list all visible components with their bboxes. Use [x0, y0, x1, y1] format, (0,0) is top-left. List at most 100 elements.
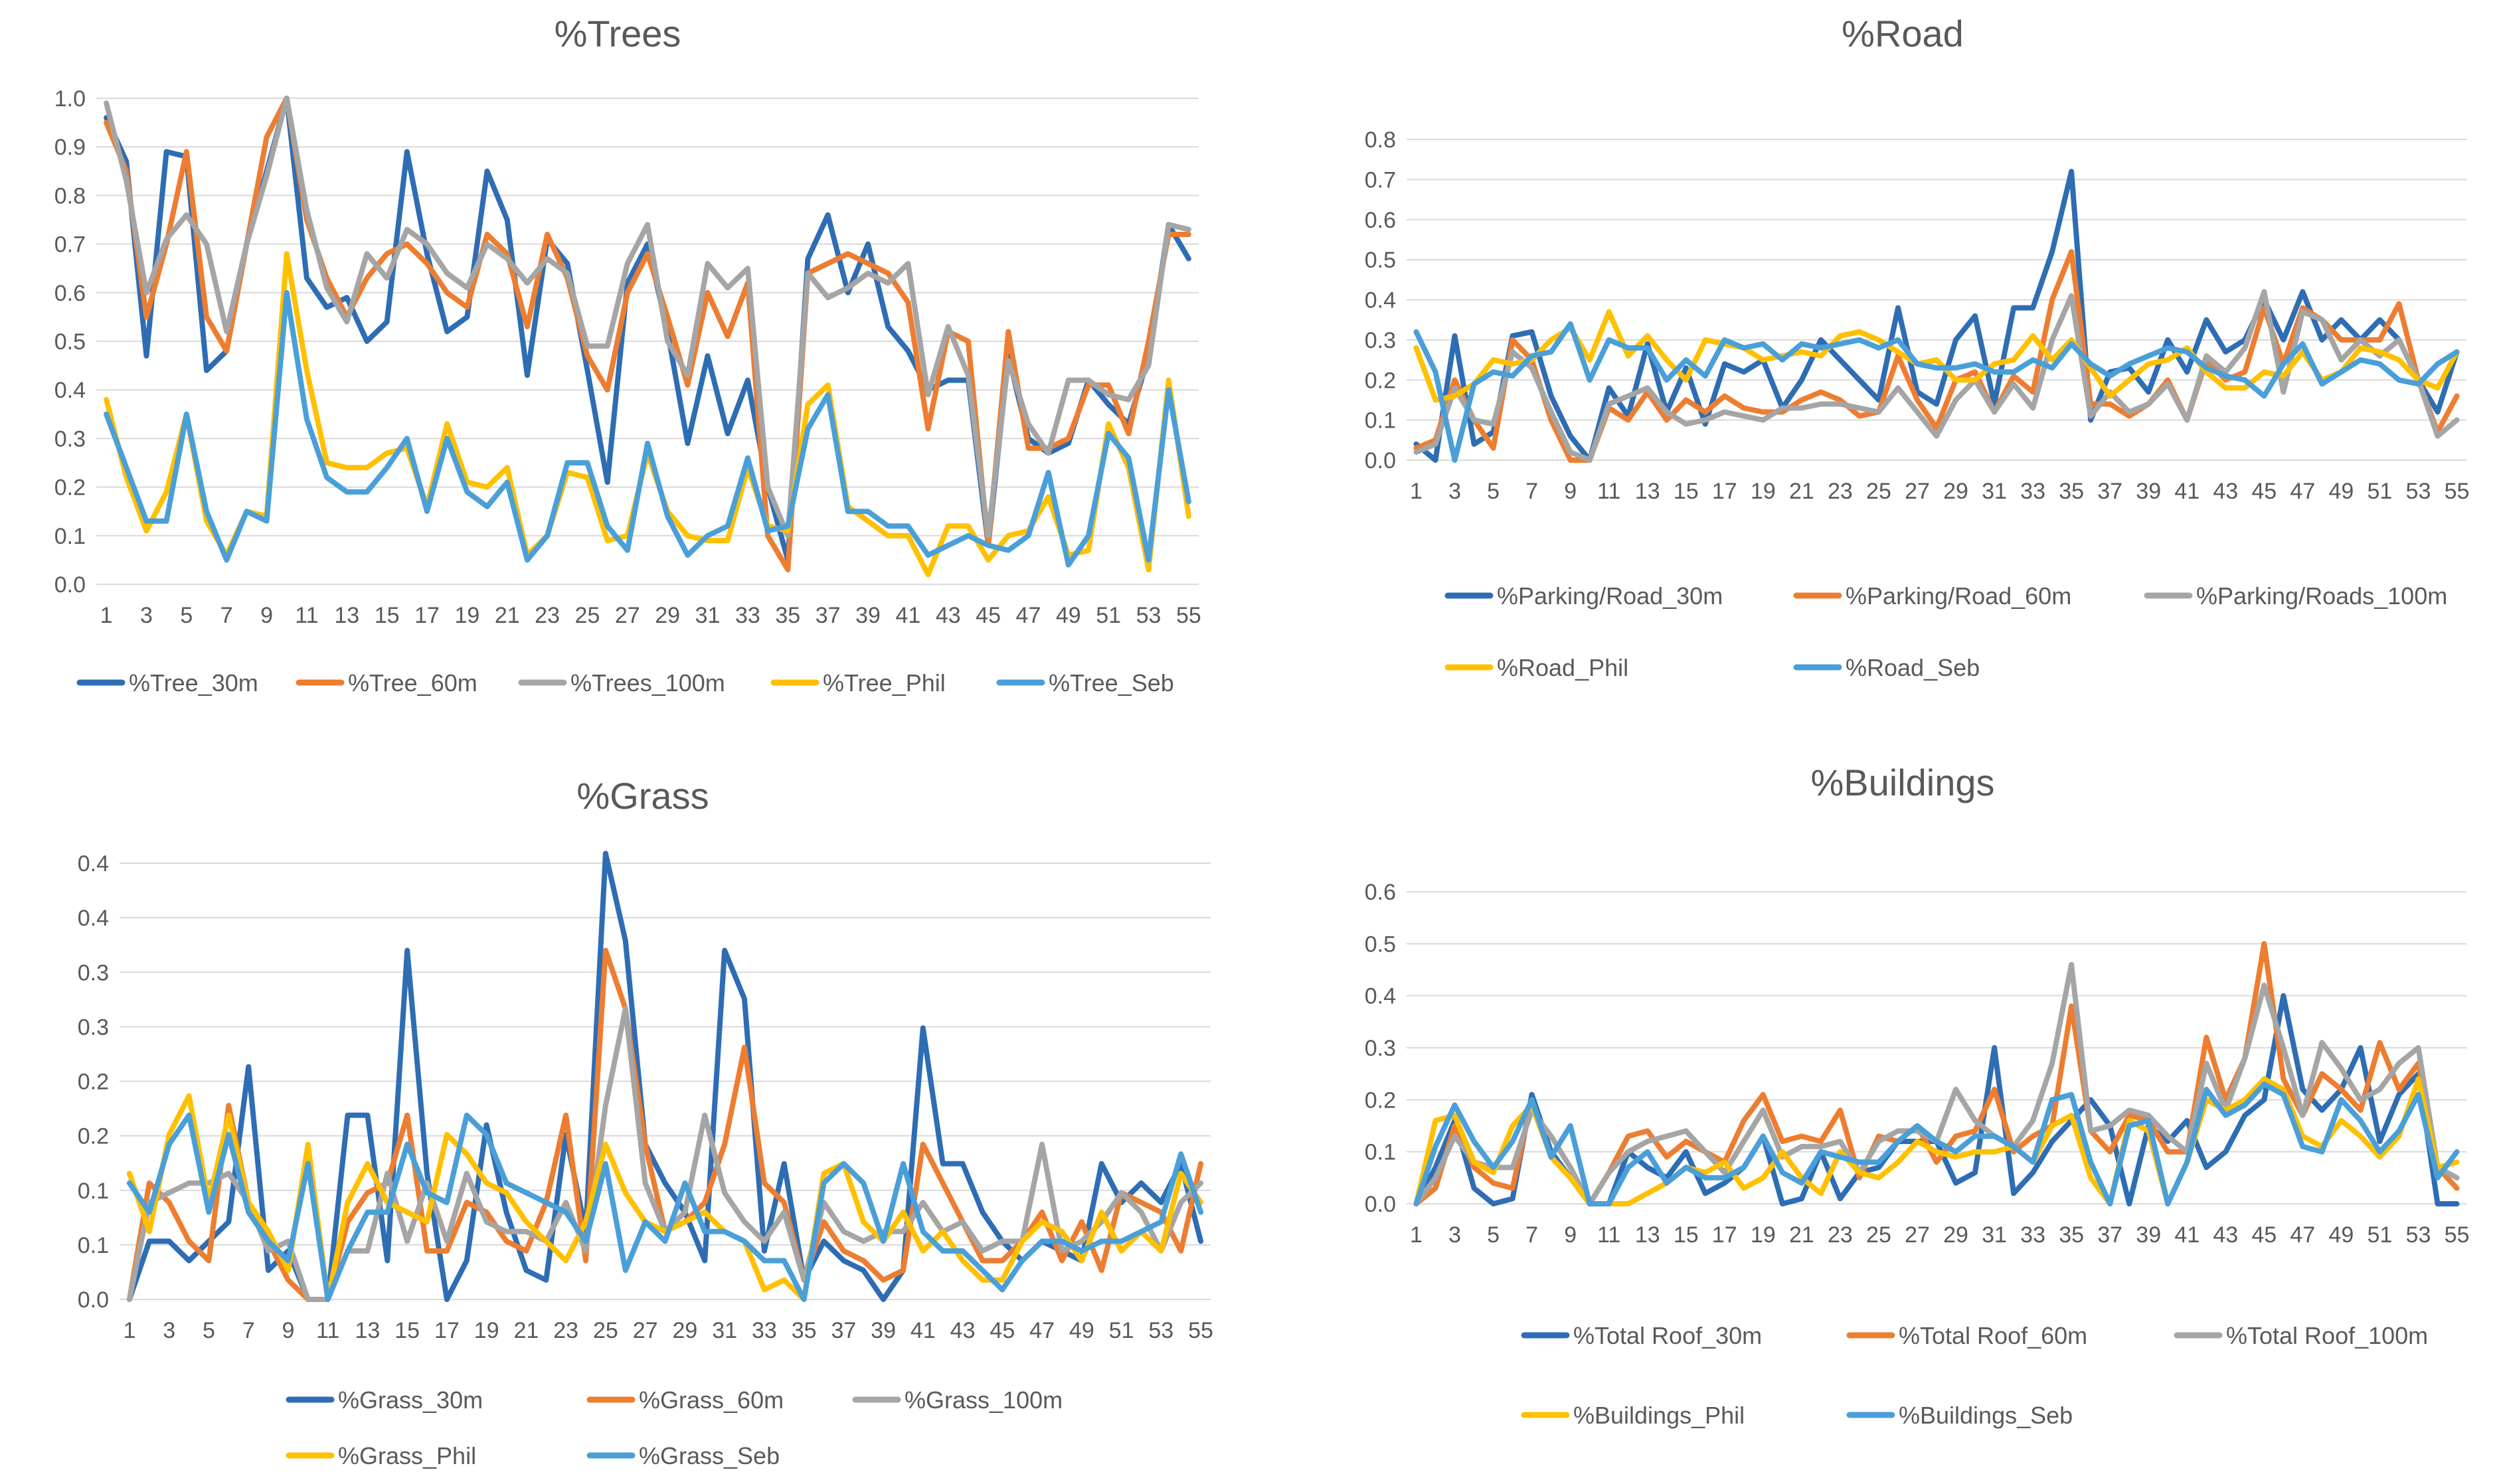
y-tick-label: 0.4 — [1365, 984, 1396, 1009]
x-tick-label: 43 — [936, 603, 961, 628]
x-tick-label: 9 — [1564, 479, 1577, 504]
x-tick-label: 45 — [2251, 479, 2277, 504]
x-tick-label: 9 — [282, 1318, 294, 1343]
y-tick-label: 0.5 — [54, 329, 86, 355]
x-tick-label: 3 — [1448, 479, 1461, 504]
series-line-%Road_Phil — [1413, 309, 2460, 403]
y-tick-label: 0.3 — [78, 960, 109, 985]
y-tick-label: 0.3 — [78, 1015, 109, 1040]
legend-label: %Parking/Roads_100m — [2196, 582, 2447, 610]
x-tick-label: 23 — [553, 1318, 578, 1343]
series-line-%Trees_100m — [104, 96, 1191, 538]
x-tick-label: 1 — [1410, 479, 1423, 504]
y-tick-label: 0.0 — [1365, 448, 1396, 473]
x-tick-label: 39 — [2136, 1222, 2161, 1248]
x-tick-label: 7 — [1525, 479, 1538, 504]
x-tick-label: 33 — [2020, 479, 2045, 504]
x-tick-label: 39 — [855, 603, 881, 628]
x-tick-label: 31 — [695, 603, 721, 628]
x-tick-label: 5 — [1487, 479, 1500, 504]
x-tick-label: 51 — [1096, 603, 1121, 628]
x-tick-label: 53 — [2406, 1222, 2431, 1248]
legend-label: %Buildings_Seb — [1899, 1402, 2073, 1429]
x-tick-label: 47 — [2290, 1222, 2315, 1248]
x-tick-label: 3 — [1448, 1222, 1461, 1248]
x-tick-label: 21 — [1789, 479, 1814, 504]
x-tick-label: 1 — [100, 603, 113, 628]
x-tick-label: 13 — [334, 603, 359, 628]
x-tick-label: 35 — [2059, 1222, 2084, 1248]
y-tick-label: 0.3 — [54, 426, 86, 452]
x-tick-label: 27 — [1905, 479, 1930, 504]
x-tick-label: 17 — [414, 603, 440, 628]
x-tick-label: 13 — [355, 1318, 380, 1343]
x-tick-label: 45 — [976, 603, 1001, 628]
x-tick-label: 25 — [1866, 479, 1891, 504]
x-tick-label: 25 — [593, 1318, 618, 1343]
x-tick-label: 11 — [316, 1318, 339, 1343]
x-tick-label: 19 — [1751, 479, 1776, 504]
x-tick-label: 7 — [242, 1318, 255, 1343]
y-tick-label: 0.7 — [54, 232, 86, 258]
legend-label: %Road_Seb — [1846, 654, 1980, 681]
series-line-%Tree_Seb — [104, 289, 1191, 568]
x-tick-label: 43 — [2213, 479, 2238, 504]
x-tick-label: 29 — [655, 603, 680, 628]
x-tick-label: 49 — [2328, 479, 2354, 504]
legend-label: %Total Roof_100m — [2226, 1322, 2428, 1349]
legend-label: %Grass_60m — [639, 1386, 784, 1414]
x-tick-label: 21 — [513, 1318, 539, 1343]
x-tick-label: 39 — [2136, 479, 2161, 504]
x-tick-label: 15 — [394, 1318, 420, 1343]
chart-panel-0: %Trees 0.0 0.1 0.2 0.3 0.4 0.5 0.6 0.7 0.8 0.9 1.0 1… — [54, 13, 1201, 697]
legend-label: %Grass_Phil — [338, 1442, 476, 1469]
x-tick-label: 9 — [260, 603, 273, 628]
x-tick-label: 55 — [2445, 1222, 2470, 1248]
chart-title: %Grass — [576, 775, 709, 817]
y-tick-label: 0.2 — [1365, 1088, 1396, 1113]
x-tick-label: 23 — [1828, 479, 1853, 504]
y-tick-label: 0.0 — [78, 1287, 109, 1313]
legend-label: %Tree_60m — [348, 669, 477, 697]
legend-label: %Tree_30m — [129, 669, 258, 697]
y-tick-label: 0.7 — [1365, 167, 1396, 193]
legend-label: %Road_Phil — [1497, 654, 1628, 681]
y-tick-label: 0.3 — [1365, 328, 1396, 353]
x-tick-label: 49 — [1056, 603, 1081, 628]
series-line-%Grass_Seb — [126, 1112, 1204, 1302]
x-tick-label: 33 — [2020, 1222, 2045, 1248]
x-tick-label: 35 — [2059, 479, 2084, 504]
x-tick-label: 5 — [1487, 1222, 1500, 1248]
x-tick-label: 3 — [163, 1318, 175, 1343]
x-tick-label: 27 — [1905, 1222, 1930, 1248]
x-tick-label: 27 — [633, 1318, 658, 1343]
x-tick-label: 49 — [2328, 1222, 2354, 1248]
y-tick-label: 0.8 — [1365, 127, 1396, 153]
x-tick-label: 5 — [203, 1318, 215, 1343]
x-tick-label: 13 — [1635, 1222, 1660, 1248]
x-tick-label: 51 — [1109, 1318, 1134, 1343]
y-tick-label: 0.6 — [1365, 208, 1396, 233]
x-tick-label: 35 — [775, 603, 800, 628]
x-tick-label: 17 — [434, 1318, 460, 1343]
legend-label: %Grass_30m — [338, 1386, 483, 1414]
y-tick-label: 0.9 — [54, 135, 86, 160]
chart-title: %Road — [1842, 13, 1964, 54]
x-tick-label: 13 — [1635, 479, 1660, 504]
legend-label: %Total Roof_30m — [1573, 1322, 1762, 1349]
legend-label: %Grass_100m — [905, 1386, 1063, 1414]
x-tick-label: 29 — [672, 1318, 697, 1343]
y-tick-label: 0.4 — [1365, 288, 1396, 313]
x-tick-label: 53 — [1136, 603, 1162, 628]
x-tick-label: 33 — [735, 603, 760, 628]
y-tick-label: 0.1 — [78, 1179, 109, 1204]
x-tick-label: 15 — [1674, 1222, 1699, 1248]
y-tick-label: 0.0 — [54, 572, 86, 598]
x-tick-label: 27 — [615, 603, 640, 628]
x-tick-label: 37 — [2097, 1222, 2122, 1248]
x-tick-label: 21 — [1789, 1222, 1814, 1248]
legend-label: %Tree_Seb — [1049, 669, 1174, 697]
x-tick-label: 11 — [295, 603, 318, 628]
